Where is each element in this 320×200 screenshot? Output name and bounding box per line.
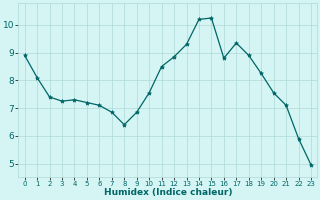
X-axis label: Humidex (Indice chaleur): Humidex (Indice chaleur) <box>104 188 232 197</box>
